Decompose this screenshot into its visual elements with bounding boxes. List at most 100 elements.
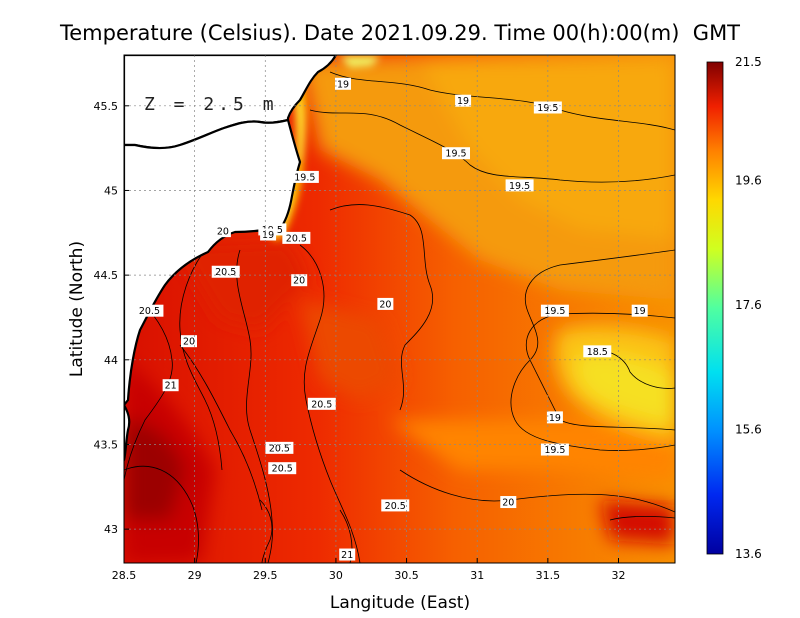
- colorbar-tick-label: 13.6: [735, 547, 762, 561]
- contour-label: 19: [334, 77, 351, 90]
- plot-frame: [123, 54, 676, 564]
- contour-label-text: 20: [293, 276, 305, 287]
- contour-label: 20: [500, 496, 517, 509]
- contour-label-bg: [381, 499, 410, 512]
- x-tick-label: 28.5: [112, 569, 137, 582]
- contour-label-bg: [455, 94, 472, 107]
- y-tick-label: 43.5: [94, 438, 119, 451]
- contour-label: 18.5: [583, 345, 612, 358]
- y-tick-label: 44.5: [94, 269, 119, 282]
- contour-label-bg: [583, 345, 612, 358]
- contour-label-text: 19: [337, 79, 349, 90]
- contour-label: 19: [455, 94, 472, 107]
- contour-label-bg: [631, 304, 648, 317]
- contour-label-text: 19: [634, 306, 646, 317]
- contour-label-bg: [214, 225, 231, 238]
- contour-label: 19.5: [540, 443, 569, 456]
- contour-label: 19: [260, 228, 277, 241]
- x-tick-label: 30: [329, 569, 343, 582]
- contour-label-bg: [291, 274, 308, 287]
- contour-label-bg: [260, 228, 277, 241]
- contour-label-bg: [180, 335, 197, 348]
- contour-label-text: 19.5: [537, 103, 558, 114]
- contour-label: 19.5: [540, 304, 569, 317]
- contour-label-bg: [282, 231, 311, 244]
- contour-label-text: 20.5: [269, 443, 290, 454]
- contour-label-text: 20.5: [385, 501, 406, 512]
- contour-label: 20.5: [211, 265, 240, 278]
- contour-label-text: 19: [262, 230, 274, 241]
- contour-label-text: 20.5: [139, 306, 160, 317]
- contour-label: 20.5: [282, 231, 311, 244]
- contour-label-bg: [307, 397, 336, 410]
- colorbar-tick-label: 15.6: [735, 422, 762, 436]
- contour-label: 19: [546, 411, 563, 424]
- contour-label-text: 19.5: [509, 181, 530, 192]
- grid-lines: [124, 55, 675, 563]
- plot-area: [124, 55, 675, 563]
- contour-label: 20: [180, 335, 197, 348]
- contour-label-text: 20.5: [272, 464, 293, 475]
- contour-label-text: 20.5: [286, 233, 307, 244]
- x-tick-label: 31: [470, 569, 484, 582]
- contour-label-text: 20: [502, 498, 514, 509]
- land-southwest: [124, 403, 131, 462]
- contour-label-text: 19.5: [294, 172, 315, 183]
- contour-label-text: 20: [217, 227, 229, 238]
- contour-label: 20: [214, 225, 231, 238]
- contour-label-text: 20.5: [215, 267, 236, 278]
- contour-label-text: 19: [457, 96, 469, 107]
- contour-label-bg: [442, 147, 471, 160]
- colorbar-tick-label: 21.5: [735, 55, 762, 69]
- contour-label-text: 19.5: [544, 306, 565, 317]
- colorbar-ticks: 21.5 19.6 17.6 15.6 13.6: [735, 55, 762, 561]
- contour-label-bg: [500, 496, 517, 509]
- x-tick-label: 30.5: [394, 569, 419, 582]
- contour-label: 19.5: [290, 170, 319, 183]
- x-axis-label: Langitude (East): [330, 593, 470, 613]
- contour-label-text: 19.5: [544, 445, 565, 456]
- contour-label-text: 20: [183, 337, 195, 348]
- contour-label: 20: [377, 297, 394, 310]
- x-tick-label: 31.5: [536, 569, 561, 582]
- y-tick-label: 45.5: [94, 100, 119, 113]
- contour-label-bg: [268, 462, 297, 475]
- contour-label-text: 21: [165, 381, 177, 392]
- chart-title: Temperature (Celsius). Date 2021.09.29. …: [59, 21, 740, 45]
- x-tick-label: 29: [188, 569, 202, 582]
- colorbar-tick-label: 19.6: [735, 173, 762, 187]
- contour-label: 20: [291, 274, 308, 287]
- contour-label-text: 19.5: [445, 149, 466, 160]
- contour-label-bg: [135, 304, 164, 317]
- contour-label-layer: 19 19 19.5 19.5 19.5 19.5 19.5 20 19 20.5 20.5 20 20…: [135, 77, 648, 561]
- contour-label-bg: [290, 170, 319, 183]
- contour-label-bg: [533, 101, 562, 114]
- contour-label: 20.5: [135, 304, 164, 317]
- contour-label-text: 18.5: [587, 347, 608, 358]
- contour-label: 19.5: [442, 147, 471, 160]
- contour-label: 21: [162, 379, 179, 392]
- contour-label-bg: [334, 77, 351, 90]
- colorbar-gradient: [706, 61, 724, 555]
- contour-label-bg: [265, 441, 294, 454]
- depth-annotation: Z = 2.5 m: [144, 94, 278, 115]
- contour-label: 20.5: [307, 397, 336, 410]
- contour-label-bg: [540, 304, 569, 317]
- y-axis-label: Latitude (North): [67, 241, 87, 377]
- land-mass: [124, 55, 338, 462]
- contour-label: 19.5: [505, 179, 534, 192]
- colorbar: 21.5 19.6 17.6 15.6 13.6: [706, 55, 762, 561]
- colorbar-tick-label: 17.6: [735, 298, 762, 312]
- contour-label: 19: [631, 304, 648, 317]
- contour-label: 20.5: [381, 499, 410, 512]
- y-tick-label: 43: [104, 523, 118, 536]
- contour-label-bg: [377, 297, 394, 310]
- x-tick-label: 32: [611, 569, 625, 582]
- contour-label-bg: [505, 179, 534, 192]
- contour-label: 20.5: [265, 441, 294, 454]
- contour-label: 20.5: [268, 462, 297, 475]
- y-ticks: 43 43.5 44 44.5 45 45.5: [94, 100, 129, 536]
- contour-label-text: 19: [549, 413, 561, 424]
- contour-label-text: 21: [341, 550, 353, 561]
